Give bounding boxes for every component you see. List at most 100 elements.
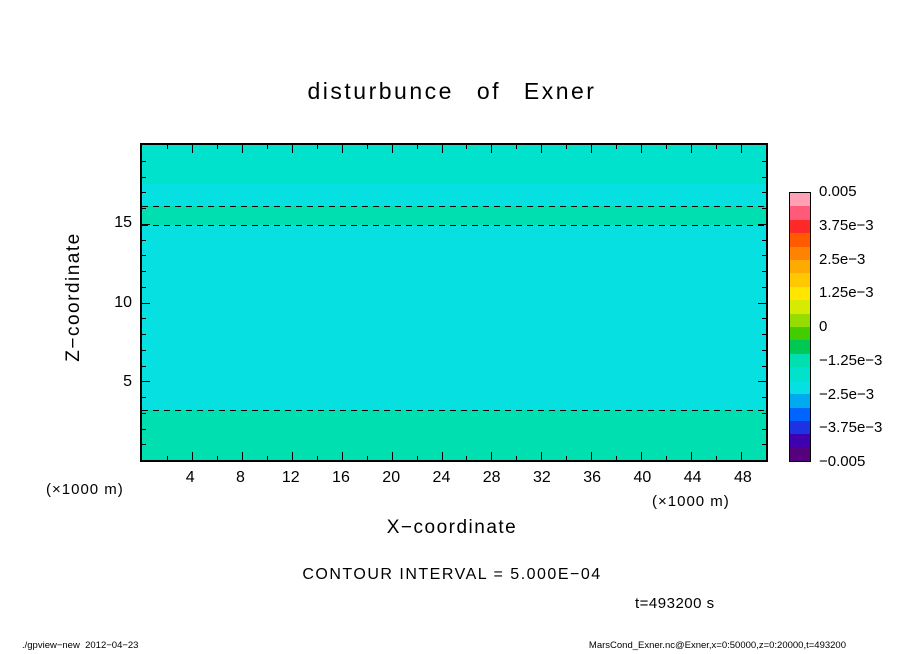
tick-mark <box>762 192 766 194</box>
x-tick-label: 44 <box>683 469 702 486</box>
colorbar <box>789 192 811 462</box>
tick-mark <box>762 397 766 398</box>
tick-mark <box>762 160 766 162</box>
tick-mark <box>266 145 268 149</box>
tick-mark <box>466 456 468 460</box>
colorbar-segment <box>790 380 810 395</box>
tick-mark <box>762 428 766 430</box>
tick-mark <box>591 452 593 460</box>
time-annotation: t=493200 s <box>635 595 715 612</box>
y-tick-label: 10 <box>114 293 132 311</box>
tick-mark <box>216 456 218 460</box>
tick-mark <box>142 176 146 178</box>
tick-mark <box>716 145 718 149</box>
tick-mark <box>762 208 766 209</box>
x-tick-label: 40 <box>633 469 652 486</box>
tick-mark <box>762 318 766 320</box>
colorbar-segment <box>790 193 810 207</box>
tick-mark <box>316 456 318 460</box>
tick-mark <box>762 412 766 414</box>
tick-mark <box>666 456 668 460</box>
tick-mark <box>516 145 518 149</box>
colorbar-segment <box>790 353 810 368</box>
plot-frame <box>140 143 768 462</box>
contour-interval-text: CONTOUR INTERVAL = 5.000E−04 <box>302 566 602 583</box>
colorbar-segment <box>790 219 810 234</box>
colorbar-segment <box>790 434 810 448</box>
tick-mark <box>616 456 618 460</box>
colorbar-segment <box>790 327 810 341</box>
footer-source-text: MarsCond_Exner.nc@Exner,x=0:50000,z=0:20… <box>588 640 846 651</box>
tick-mark <box>291 452 293 460</box>
colorbar-segment <box>790 246 810 261</box>
x-tick-label: 48 <box>733 469 752 486</box>
x-tick-label: 8 <box>236 469 245 486</box>
colorbar-segment <box>790 260 810 274</box>
tick-mark <box>341 145 343 153</box>
y-axis-unit: (×1000 m) <box>46 481 124 498</box>
colorbar-segment <box>790 313 810 328</box>
y-axis-label: Z−coordinate <box>63 232 84 362</box>
tick-mark <box>716 456 718 460</box>
colorbar-segment <box>790 407 810 421</box>
colorbar-segment <box>790 394 810 408</box>
tick-mark <box>566 145 568 149</box>
tick-mark <box>291 145 293 153</box>
colorbar-segment <box>790 367 810 381</box>
tick-mark <box>441 145 443 153</box>
tick-mark <box>541 145 543 153</box>
colorbar-label: −1.25e−3 <box>819 351 883 369</box>
x-axis-label: X−coordinate <box>386 517 518 538</box>
tick-mark <box>391 145 393 153</box>
tick-mark <box>566 456 568 460</box>
contour-line <box>142 206 766 208</box>
tick-mark <box>741 145 743 153</box>
tick-mark <box>166 456 168 460</box>
heatmap-band <box>142 206 766 226</box>
tick-mark <box>216 145 218 149</box>
x-tick-label: 4 <box>185 469 195 486</box>
tick-mark <box>142 271 146 272</box>
tick-mark <box>142 412 146 414</box>
tick-mark <box>762 239 766 241</box>
colorbar-label: 1.25e−3 <box>819 284 874 302</box>
heatmap-band <box>142 145 766 185</box>
heatmap-band <box>142 409 766 460</box>
contour-line <box>142 409 766 411</box>
tick-mark <box>491 145 493 153</box>
x-tick-label: 24 <box>432 469 451 486</box>
tick-mark <box>142 381 150 383</box>
colorbar-segment <box>790 273 810 287</box>
tick-mark <box>142 255 146 257</box>
tick-mark <box>762 365 766 367</box>
tick-mark <box>762 349 766 351</box>
tick-mark <box>758 223 766 225</box>
tick-mark <box>391 452 393 460</box>
colorbar-segment <box>790 447 810 462</box>
tick-mark <box>166 145 168 149</box>
x-tick-label: 32 <box>533 469 551 486</box>
y-tick-label: 15 <box>114 213 132 231</box>
tick-mark <box>691 145 693 153</box>
tick-mark <box>762 444 766 446</box>
tick-mark <box>191 452 193 460</box>
tick-mark <box>241 145 243 153</box>
tick-mark <box>241 452 243 460</box>
tick-mark <box>316 145 318 149</box>
tick-mark <box>142 365 146 367</box>
colorbar-label: −0.005 <box>819 453 866 470</box>
tick-mark <box>142 286 146 288</box>
tick-mark <box>142 192 146 194</box>
tick-mark <box>762 271 766 272</box>
tick-mark <box>762 286 766 288</box>
tick-mark <box>366 145 368 149</box>
contour-line <box>142 225 766 227</box>
tick-mark <box>142 160 146 162</box>
colorbar-segment <box>790 233 810 247</box>
y-tick-label: 5 <box>123 373 132 391</box>
tick-mark <box>341 452 343 460</box>
tick-mark <box>142 428 146 430</box>
tick-mark <box>691 452 693 460</box>
x-tick-label: 16 <box>332 469 350 486</box>
tick-mark <box>616 145 618 149</box>
